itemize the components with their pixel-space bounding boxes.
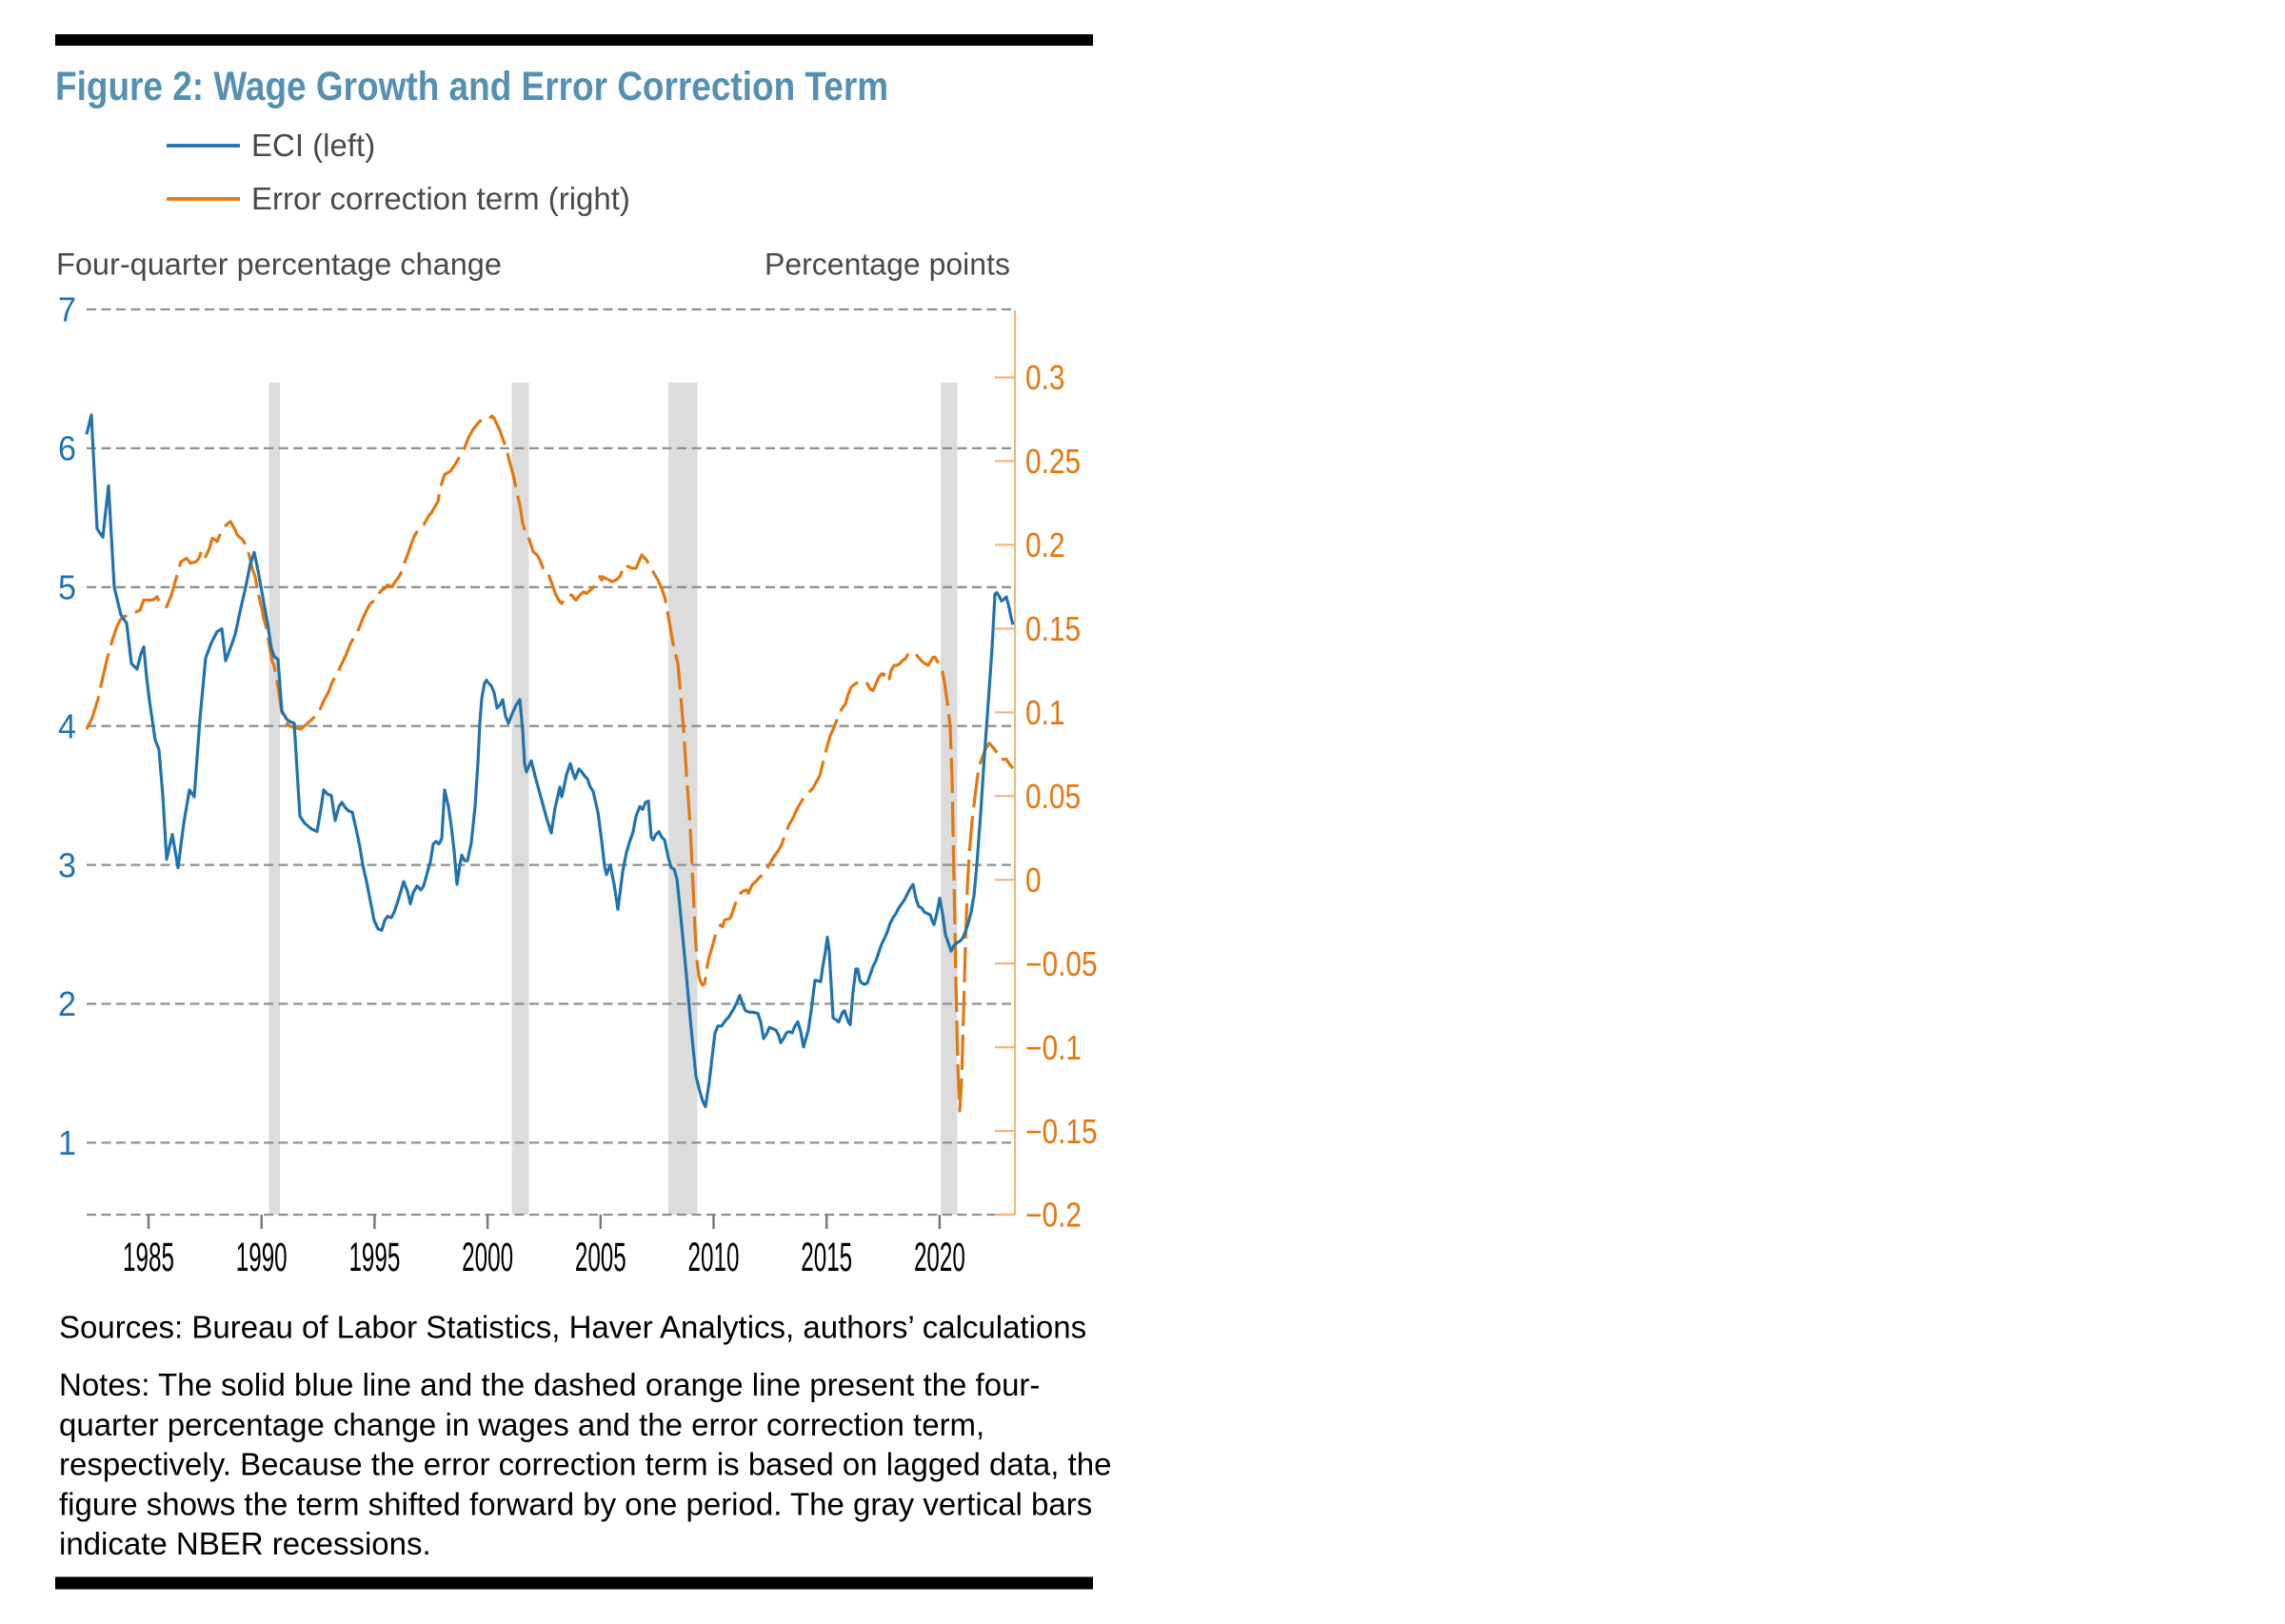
svg-text:Sources: Bureau of Labor Stati: Sources: Bureau of Labor Statistics, Hav… bbox=[59, 1310, 1086, 1345]
svg-text:Error correction term (right): Error correction term (right) bbox=[251, 181, 630, 216]
svg-text:1990: 1990 bbox=[236, 1236, 288, 1280]
svg-text:2020: 2020 bbox=[914, 1236, 965, 1280]
svg-text:3: 3 bbox=[58, 847, 76, 885]
svg-text:−0.2: −0.2 bbox=[1025, 1197, 1082, 1235]
svg-text:−0.15: −0.15 bbox=[1025, 1113, 1098, 1151]
svg-text:figure shows the term shifted: figure shows the term shifted forward by… bbox=[59, 1486, 1092, 1521]
svg-text:1985: 1985 bbox=[123, 1236, 174, 1280]
svg-text:2: 2 bbox=[58, 985, 76, 1023]
svg-text:1995: 1995 bbox=[348, 1236, 400, 1280]
svg-text:Percentage points: Percentage points bbox=[765, 248, 1010, 282]
svg-text:0.25: 0.25 bbox=[1025, 444, 1081, 482]
svg-text:quarter percentage change in w: quarter percentage change in wages and t… bbox=[59, 1407, 984, 1442]
svg-text:Four-quarter percentage change: Four-quarter percentage change bbox=[56, 248, 502, 282]
svg-text:−0.1: −0.1 bbox=[1025, 1029, 1082, 1067]
svg-text:2010: 2010 bbox=[688, 1236, 740, 1280]
svg-text:0.1: 0.1 bbox=[1025, 694, 1065, 732]
svg-text:2000: 2000 bbox=[462, 1236, 513, 1280]
svg-text:2015: 2015 bbox=[801, 1236, 852, 1280]
svg-text:ECI (left): ECI (left) bbox=[251, 128, 375, 163]
svg-text:0.3: 0.3 bbox=[1025, 360, 1065, 398]
svg-text:Notes: The solid blue line and: Notes: The solid blue line and the dashe… bbox=[59, 1367, 1040, 1402]
svg-text:0: 0 bbox=[1025, 862, 1042, 900]
svg-text:5: 5 bbox=[58, 569, 76, 607]
svg-text:0.2: 0.2 bbox=[1025, 527, 1065, 565]
svg-text:0.05: 0.05 bbox=[1025, 778, 1081, 816]
svg-text:respectively. Because the erro: respectively. Because the error correcti… bbox=[59, 1447, 1111, 1482]
svg-text:2005: 2005 bbox=[575, 1236, 626, 1280]
svg-text:1: 1 bbox=[58, 1124, 76, 1162]
svg-text:4: 4 bbox=[58, 708, 76, 746]
svg-text:6: 6 bbox=[58, 430, 76, 468]
svg-text:0.15: 0.15 bbox=[1025, 611, 1081, 649]
svg-text:7: 7 bbox=[58, 291, 76, 329]
svg-text:−0.05: −0.05 bbox=[1025, 945, 1098, 983]
svg-text:Figure 2: Wage Growth and Erro: Figure 2: Wage Growth and Error Correcti… bbox=[55, 64, 888, 109]
svg-text:indicate NBER recessions.: indicate NBER recessions. bbox=[59, 1526, 431, 1561]
